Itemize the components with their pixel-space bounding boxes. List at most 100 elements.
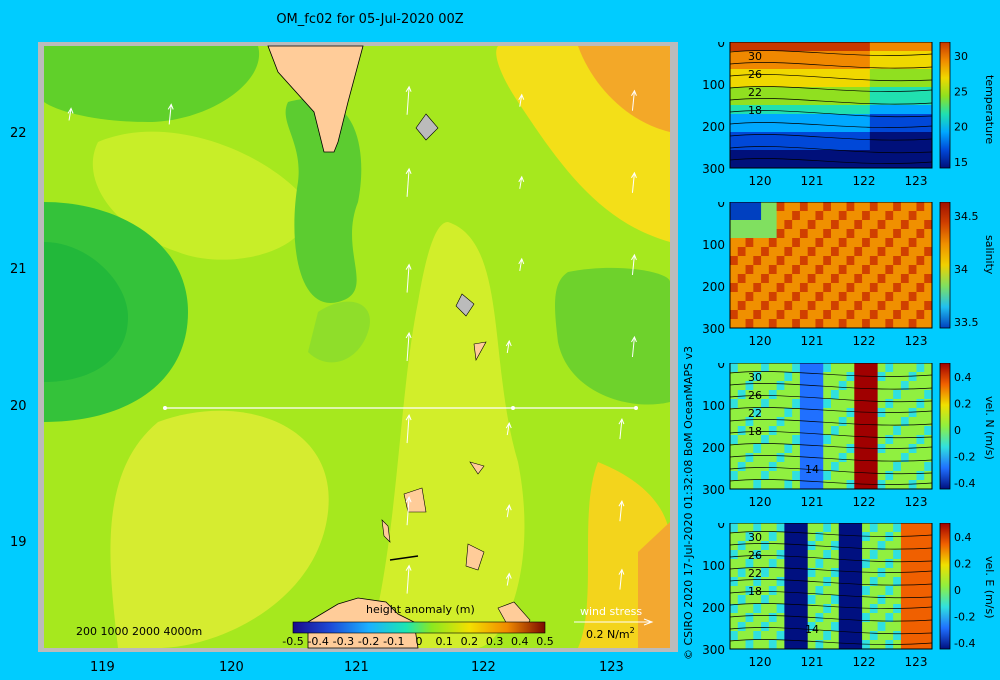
heatmap-cell [730,453,739,463]
heatmap-cell [869,42,879,52]
heatmap-cell [846,42,855,52]
heatmap-cell [730,390,739,400]
heatmap-cell [924,265,933,275]
heatmap-cell [745,363,754,373]
heatmap-cell [784,132,793,142]
heatmap-cell [823,453,832,463]
isotherm-contour [729,455,933,462]
wind-arrow [506,505,510,518]
heatmap-cell [776,604,785,614]
heatmap-cell [807,595,816,605]
heatmap-cell [792,399,801,409]
heatmap-cell [846,523,855,533]
lon-tick: 121 [801,174,824,188]
heatmap-cell [730,363,739,373]
heatmap-cell [862,51,871,61]
heatmap-cell [753,640,762,650]
heatmap-cell [924,123,933,133]
heatmap-cell [799,462,809,472]
heatmap-cell [807,426,816,436]
contour-label: 30 [748,531,762,544]
heatmap-cell [776,363,785,373]
heatmap-cell [784,105,793,115]
heatmap-cell [761,256,770,266]
heatmap-cell [784,283,793,293]
heatmap-cell [831,577,840,587]
heatmap-cell [823,381,832,391]
heatmap-cell [737,319,747,329]
contour-label: 26 [748,68,762,81]
heatmap-cell [745,381,754,391]
heatmap-cell [730,550,739,560]
wind-arrow-head [631,89,637,96]
colorbar-tick: -0.1 [383,635,404,648]
colorbar-tick: 0.2 [954,398,972,411]
heatmap-cell [916,319,925,329]
heatmap-cell [745,604,754,614]
heatmap-cell [784,568,793,578]
heatmap-cell [854,435,863,445]
heatmap-cell [776,96,785,106]
heatmap-cell [737,595,747,605]
heatmap-cell [869,604,879,614]
lon-tick: 123 [905,495,928,509]
heatmap-cell [823,577,832,587]
heatmap-cell [854,229,863,239]
heatmap-cell [893,550,902,560]
heatmap-cell [761,640,770,650]
heatmap-cell [916,292,925,302]
lat-tick: 19 [10,535,27,550]
heatmap-cell [869,211,879,221]
heatmap-cell [893,417,902,427]
heatmap-cell [854,96,863,106]
heatmap-cell [823,408,832,418]
wind-arrow [406,264,410,293]
depth-tick: 100 [702,78,725,92]
isotherm-contour [729,395,933,403]
heatmap-cell [900,586,910,596]
heatmap-cell [831,532,840,542]
depth-tick: 200 [702,441,725,455]
heatmap-cell [761,595,770,605]
contour-label: 18 [748,425,762,438]
heatmap-cell [877,319,886,329]
heatmap-cell [900,87,910,97]
heatmap-cell [815,141,824,151]
heatmap-cell [815,159,824,169]
heatmap-cell [854,159,863,169]
heatmap-cell [869,480,879,490]
heatmap-cell [823,586,832,596]
heatmap-cell [900,453,910,463]
heatmap-cell [792,480,801,490]
heatmap-cell [776,274,785,284]
heatmap-cell [776,51,785,61]
heatmap-cell [924,640,933,650]
heatmap-cell [730,613,739,623]
heatmap-cell [877,462,886,472]
heatmap-cell [761,462,770,472]
heatmap-cell [784,532,793,542]
heatmap-cell [869,202,879,212]
heatmap-cell [869,363,879,373]
heatmap-cell [792,274,801,284]
heatmap-cell [916,274,925,284]
heatmap-cell [869,568,879,578]
bathymetry-legend: 200 1000 2000 4000m [76,625,202,638]
panel-variable-label: vel. E (m/s) [983,556,996,619]
heatmap-cell [924,96,933,106]
heatmap-cell [877,399,886,409]
heatmap-cell [776,372,785,382]
heatmap-cell [815,247,824,257]
heatmap-cell [784,60,793,70]
heatmap-cell [737,69,747,79]
heatmap-cell [838,435,848,445]
lon-tick: 121 [344,660,369,675]
heatmap-cell [838,69,848,79]
heatmap-cell [784,622,793,632]
heatmap-cell [908,51,917,61]
heatmap-cell [916,435,925,445]
heatmap-cell [908,435,917,445]
heatmap-cell [784,550,793,560]
heatmap-cell [799,78,809,88]
heatmap-cell [730,444,739,454]
